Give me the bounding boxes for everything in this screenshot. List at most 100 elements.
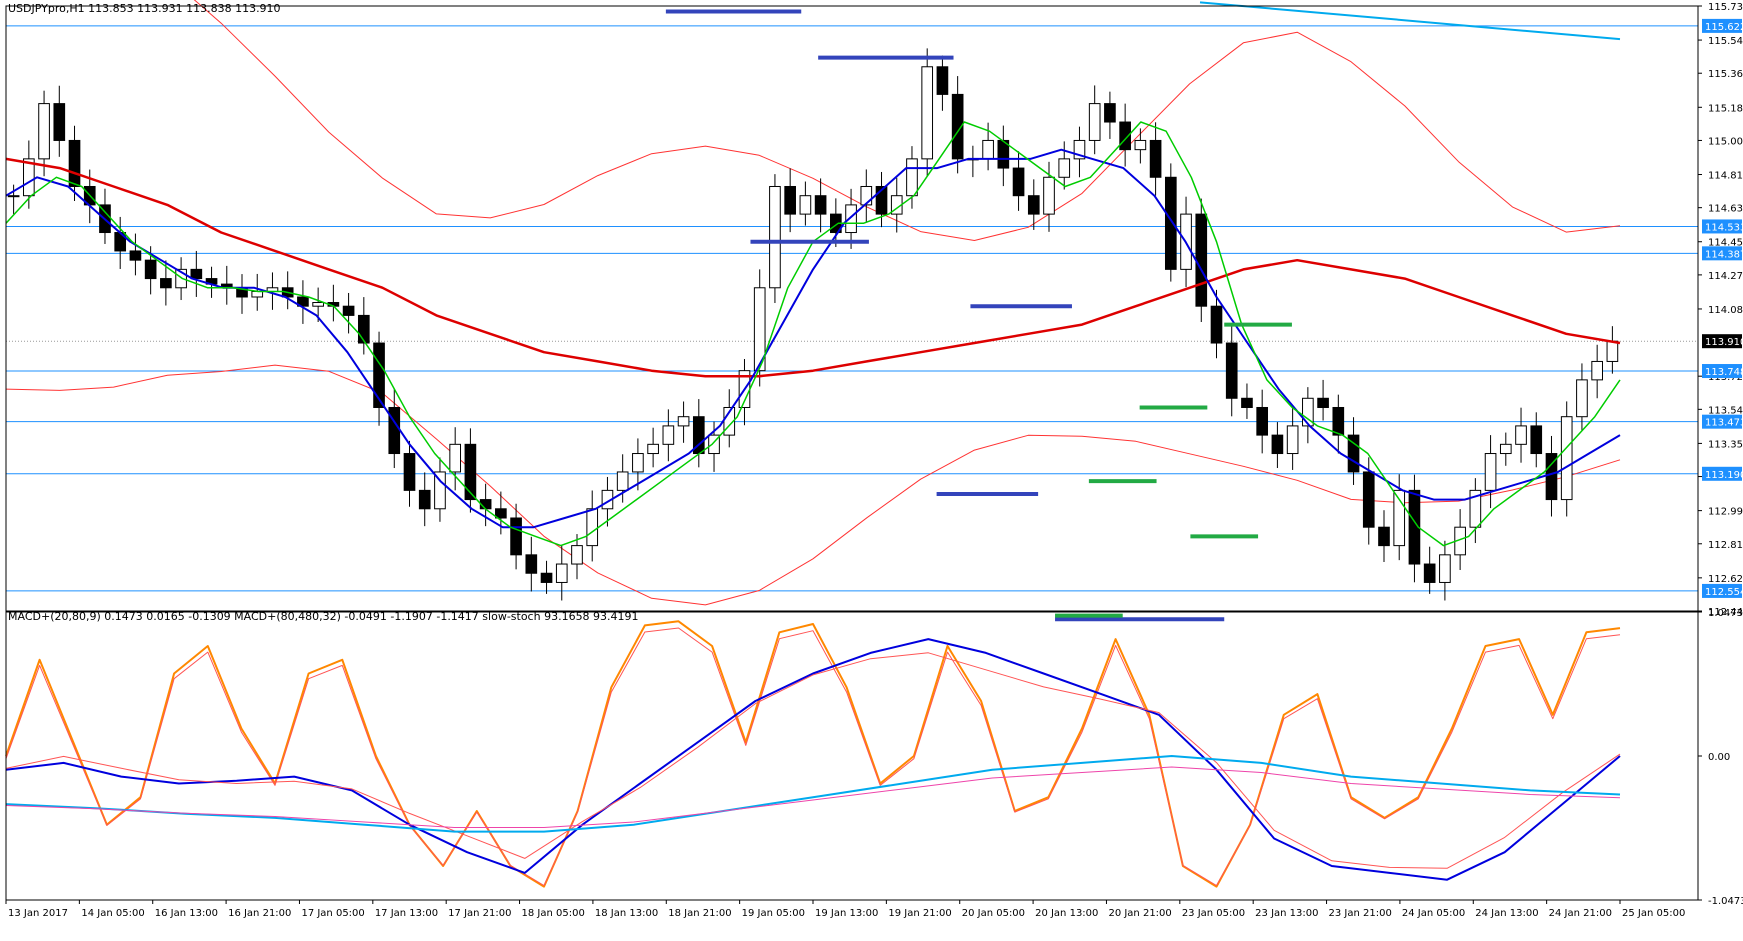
current-price-tag: [1702, 334, 1742, 349]
level-tag-label: 114.387: [1705, 249, 1743, 260]
indicator-panel-frame: [5, 611, 1699, 901]
price-axis-label: 113.540: [1708, 405, 1743, 416]
level-tag-label: 114.533: [1705, 222, 1743, 233]
time-axis-label: 16 Jan 21:00: [228, 908, 291, 919]
price-panel: [5, 0, 1698, 622]
indicator-title: MACD+(20,80,9) 0.1473 0.0165 -0.1309 MAC…: [8, 610, 639, 623]
candle-body: [53, 103, 66, 141]
price-axis-label: 112.810: [1708, 540, 1743, 551]
candle-body: [1302, 397, 1314, 427]
slow-ma-line: [5, 157, 1621, 378]
time-axis-label: 24 Jan 13:00: [1475, 908, 1538, 919]
level-tag: [1702, 246, 1742, 261]
candle-body: [1332, 406, 1345, 436]
candle-body: [1423, 563, 1436, 583]
candle-body: [540, 572, 553, 583]
candle-body: [7, 195, 20, 198]
candle-body: [753, 287, 766, 372]
candle-body: [906, 158, 918, 197]
candle-body: [1378, 526, 1390, 547]
price-axis-label: 115.000: [1708, 136, 1743, 147]
axis-layer: 115.730 115.545 115.365 115.180 115.000 114.8…: [5, 2, 1743, 919]
candle-body: [418, 489, 431, 510]
candle-body: [449, 443, 462, 473]
candle-body: [160, 278, 172, 289]
time-axis-label: 19 Jan 05:00: [742, 908, 805, 919]
candle-body: [129, 250, 142, 261]
candle-body: [1241, 397, 1253, 408]
time-axis-label: 18 Jan 05:00: [522, 908, 585, 919]
candle-body: [312, 302, 324, 307]
candle-body: [1088, 103, 1101, 141]
level-tag: [1702, 219, 1742, 234]
candle-body: [1530, 425, 1543, 455]
time-axis-label: 13 Jan 2017: [8, 908, 68, 919]
indicator-axis-label: 0.00: [1708, 752, 1730, 763]
macd-long-line: [5, 755, 1621, 833]
candle-body: [677, 416, 690, 427]
candle-body: [1043, 176, 1055, 215]
candle-body: [1408, 489, 1421, 565]
trend-channel-line: [1199, 1, 1621, 41]
candle-body: [982, 139, 994, 160]
candle-body: [647, 443, 659, 455]
time-axis-label: 20 Jan 13:00: [1035, 908, 1098, 919]
time-axis-label: 25 Jan 05:00: [1622, 908, 1685, 919]
candle-body: [1560, 416, 1573, 501]
candle-body: [1606, 340, 1619, 362]
candle-body: [1073, 139, 1086, 160]
time-axis-label: 23 Jan 21:00: [1329, 908, 1392, 919]
candle-body: [1256, 406, 1269, 436]
candle-body: [297, 296, 309, 307]
candle-body: [951, 93, 964, 160]
macd-fast-line: [5, 638, 1621, 881]
candle-body: [1225, 342, 1238, 399]
indicator-panel: [5, 620, 1621, 888]
time-axis-label: 20 Jan 21:00: [1108, 908, 1171, 919]
price-axis-label: 114.270: [1708, 271, 1743, 282]
candle-body: [525, 554, 538, 574]
candle-body: [1164, 176, 1177, 270]
time-axis-label: 18 Jan 13:00: [595, 908, 658, 919]
level-tag-label: 113.748: [1705, 367, 1743, 378]
candle-body: [1210, 305, 1223, 344]
level-tag: [1702, 414, 1742, 429]
time-axis-label: 17 Jan 05:00: [301, 908, 364, 919]
level-tag-label: 113.190: [1705, 470, 1743, 481]
price-axis-label: 115.365: [1708, 69, 1743, 80]
stoch-signal-line: [5, 627, 1621, 886]
time-axis-label: 19 Jan 21:00: [888, 908, 951, 919]
level-tag: [1702, 466, 1742, 481]
candle-body: [251, 290, 264, 298]
price-axis-label: 115.180: [1708, 103, 1743, 114]
candle-body: [845, 204, 857, 234]
candle-body: [1469, 489, 1482, 528]
candle-body: [357, 314, 370, 344]
candle-body: [1058, 158, 1071, 178]
time-axis-label: 17 Jan 21:00: [448, 908, 511, 919]
candle-body: [1317, 397, 1329, 408]
price-axis-label: 113.355: [1708, 439, 1743, 450]
price-axis-label: 114.450: [1708, 238, 1743, 249]
candle-body: [144, 259, 157, 280]
candle-body: [1119, 121, 1131, 151]
level-tag: [1702, 18, 1742, 33]
mid-ma-line: [5, 148, 1621, 529]
current-price-label: 113.910: [1705, 337, 1743, 348]
candle-body: [434, 471, 446, 510]
candle-body: [1134, 139, 1147, 151]
price-axis-label: 115.730: [1708, 2, 1743, 13]
candle-body: [1499, 443, 1512, 455]
candle-body: [1484, 453, 1497, 491]
candle-body: [814, 195, 827, 215]
time-axis-label: 17 Jan 13:00: [375, 908, 438, 919]
price-axis-label: 114.085: [1708, 305, 1743, 316]
candle-body: [921, 66, 934, 160]
candle-body: [1286, 425, 1299, 455]
candle-body: [23, 158, 35, 197]
candle-body: [1393, 489, 1406, 547]
candle-body: [1195, 213, 1208, 307]
main-title: USDJPYpro,H1 113.853 113.931 113.838 113…: [8, 2, 281, 15]
indicator-axis-label: -1.0473: [1708, 896, 1743, 907]
